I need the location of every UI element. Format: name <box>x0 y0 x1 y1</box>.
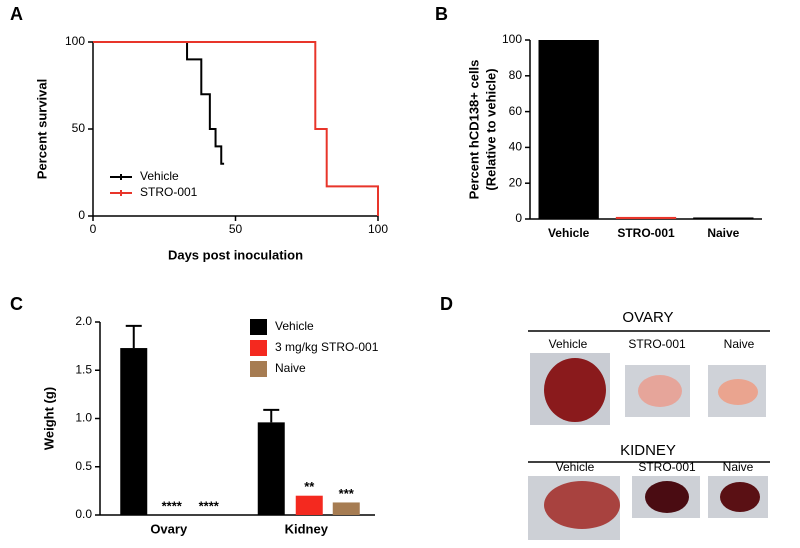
organ <box>638 375 682 407</box>
y-tick-label: 0 <box>515 211 522 225</box>
section-title: KIDNEY <box>620 442 676 459</box>
survival-line <box>93 41 225 165</box>
legend-swatch <box>250 340 267 356</box>
y-tick-label: 1.5 <box>75 362 92 376</box>
bar <box>295 495 323 515</box>
significance: **** <box>199 498 220 513</box>
image-label: STRO-001 <box>628 337 686 351</box>
bar <box>120 348 148 515</box>
panel-d: D OVARY Vehicle STRO-001 Naive KIDNEY Ve… <box>440 294 770 540</box>
image-label: Vehicle <box>556 460 595 474</box>
y-tick-label: 60 <box>509 104 523 118</box>
organ <box>720 482 760 512</box>
panel-letter: A <box>10 4 23 24</box>
y-tick-label: 1.0 <box>75 411 92 425</box>
y-tick-label: 0 <box>78 208 85 222</box>
y-tick-label: 50 <box>72 121 86 135</box>
bar <box>615 216 677 219</box>
y-axis-label: Percent survival <box>34 79 49 179</box>
legend-label: Vehicle <box>140 169 179 183</box>
y-tick-label: 80 <box>509 68 523 82</box>
legend-label: 3 mg/kg STRO-001 <box>275 340 379 354</box>
y-tick-label: 100 <box>65 34 85 48</box>
image-label: Naive <box>724 337 755 351</box>
legend-label: Naive <box>275 361 306 375</box>
panel-letter: B <box>435 4 448 24</box>
significance: ** <box>304 479 315 494</box>
x-tick-label: Kidney <box>285 521 329 536</box>
survival-line <box>93 41 379 216</box>
bar <box>693 217 754 219</box>
legend-label: Vehicle <box>275 319 314 333</box>
y-axis-label: Weight (g) <box>41 387 56 450</box>
x-tick-label: 100 <box>368 222 388 236</box>
x-tick-label: Vehicle <box>548 226 590 240</box>
y-tick-label: 0.5 <box>75 459 92 473</box>
bar <box>538 40 599 219</box>
y-axis-label: Percent hCD138+ cells <box>466 60 481 200</box>
legend-label: STRO-001 <box>140 185 198 199</box>
image-label: Vehicle <box>549 337 588 351</box>
y-tick-label: 0.0 <box>75 507 92 521</box>
x-tick-label: STRO-001 <box>617 226 675 240</box>
y-tick-label: 40 <box>509 140 523 154</box>
organ <box>645 481 689 513</box>
organ <box>544 481 620 529</box>
organ <box>544 358 606 422</box>
image-label: STRO-001 <box>638 460 696 474</box>
y-axis-label: (Relative to vehicle) <box>483 68 498 190</box>
y-tick-label: 100 <box>502 32 522 46</box>
panel-letter: D <box>440 294 453 314</box>
bar <box>257 422 285 515</box>
image-label: Naive <box>723 460 754 474</box>
panel-letter: C <box>10 294 23 314</box>
x-tick-label: Naive <box>707 226 739 240</box>
x-tick-label: Ovary <box>150 521 188 536</box>
y-tick-label: 2.0 <box>75 314 92 328</box>
legend-swatch <box>250 319 267 335</box>
x-axis-label: Days post inoculation <box>168 247 303 262</box>
x-tick-label: 50 <box>229 222 243 236</box>
bar <box>332 502 360 515</box>
significance: *** <box>339 486 355 501</box>
significance: **** <box>162 498 183 513</box>
legend-swatch <box>250 361 267 377</box>
y-tick-label: 20 <box>509 175 523 189</box>
section-title: OVARY <box>622 309 673 326</box>
x-tick-label: 0 <box>90 222 97 236</box>
organ <box>718 379 758 405</box>
